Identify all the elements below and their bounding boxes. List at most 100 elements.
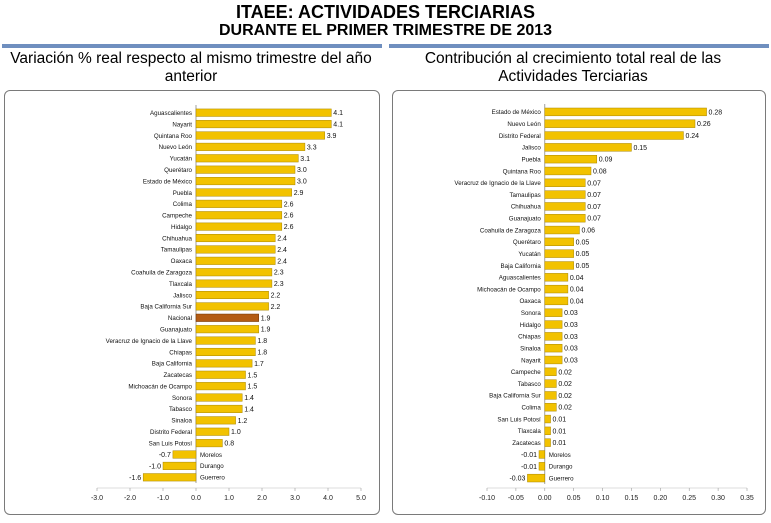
contribution-value-label: 0.08 xyxy=(593,168,607,175)
contribution-value-label: 0.02 xyxy=(558,405,572,412)
variation-bar xyxy=(195,199,283,208)
variation-category-label: Distrito Federal xyxy=(150,429,192,436)
contribution-category-label: Jalisco xyxy=(522,145,541,152)
contribution-bar xyxy=(544,143,632,152)
variation-value-label: 2.4 xyxy=(277,258,287,265)
contribution-bar xyxy=(544,332,563,341)
contribution-value-label: -0.03 xyxy=(509,476,525,483)
variation-category-label: Colima xyxy=(173,201,193,208)
contribution-bar xyxy=(544,178,586,187)
right-chart-title: Contribución al crecimiento total real d… xyxy=(424,50,722,85)
contribution-category-label: Distrito Federal xyxy=(499,133,541,140)
variation-bar xyxy=(195,370,246,379)
contribution-category-label: Quintana Roo xyxy=(503,168,542,175)
variation-bar xyxy=(142,473,197,482)
contribution-bar xyxy=(544,391,557,400)
variation-bar xyxy=(195,120,332,129)
contribution-bar xyxy=(544,284,569,294)
variation-category-label: Tabasco xyxy=(169,406,193,413)
variation-value-label: 3.3 xyxy=(307,144,317,151)
variation-category-label: Sinaloa xyxy=(171,418,192,425)
contribution-category-label: Querétaro xyxy=(513,239,541,246)
variation-tick-label: -2.0 xyxy=(124,495,136,502)
contribution-tick-label: -0.05 xyxy=(508,495,524,502)
variation-category-label: Aguascalientes xyxy=(150,110,192,117)
main-title: ITAEE: ACTIVIDADES TERCIARIAS xyxy=(235,2,535,22)
variation-category-label: Chihuahua xyxy=(162,235,192,242)
variation-tick-label: 4.0 xyxy=(323,495,333,502)
variation-value-label: 3.1 xyxy=(300,156,310,163)
contribution-category-label: Sonora xyxy=(521,310,542,317)
variation-value-label: 2.2 xyxy=(271,304,281,311)
contribution-value-label: 0.03 xyxy=(564,334,578,341)
contribution-value-label: 0.07 xyxy=(587,180,601,187)
variation-value-label: 1.5 xyxy=(248,372,258,379)
variation-value-label: 1.7 xyxy=(254,361,264,368)
contribution-bar xyxy=(544,166,592,176)
variation-category-label: Chiapas xyxy=(169,349,192,356)
contribution-tick-label: 0.00 xyxy=(538,495,552,502)
variation-value-label: 1.9 xyxy=(261,315,271,322)
variation-tick-label: 5.0 xyxy=(356,495,366,502)
contribution-category-label: Tamaulipas xyxy=(509,192,540,199)
variation-category-label: Quintana Roo xyxy=(154,133,193,140)
variation-category-label: Sonora xyxy=(172,395,193,402)
contribution-value-label: 0.03 xyxy=(564,310,578,317)
contribution-bar xyxy=(544,261,574,270)
contribution-bar xyxy=(544,107,707,117)
variation-category-label: Coahuila de Zaragoza xyxy=(131,270,192,277)
contribution-value-label: -0.01 xyxy=(521,464,537,471)
variation-value-label: 2.9 xyxy=(294,190,304,197)
contribution-bar xyxy=(544,296,569,306)
variation-bar xyxy=(195,108,332,117)
contribution-category-label: Tlaxcala xyxy=(518,428,542,435)
contribution-bar xyxy=(544,355,563,365)
contribution-bar xyxy=(544,214,586,223)
contribution-tick-label: 0.35 xyxy=(740,495,754,502)
variation-bar xyxy=(195,234,276,243)
contribution-chart: -0.10 -0.05 0.00 0.05 0.10 0.15 0.20 0.25 0.30 0.… xyxy=(454,104,754,502)
contribution-category-label: Estado de México xyxy=(492,109,542,116)
variation-bar xyxy=(195,211,283,220)
variation-value-label: 1.5 xyxy=(248,384,258,391)
contribution-category-label: Aguascalientes xyxy=(499,275,541,282)
variation-category-label: Nuevo León xyxy=(159,144,193,151)
contribution-bar xyxy=(538,462,546,471)
contribution-category-label: Zacatecas xyxy=(512,440,541,447)
variation-category-label: Hidalgo xyxy=(171,224,193,231)
variation-category-label: Oaxaca xyxy=(171,258,193,265)
variation-value-label: 1.4 xyxy=(244,406,254,413)
left-chart-title: Variación % real respecto al mismo trime… xyxy=(10,50,372,85)
variation-category-label: Campeche xyxy=(162,213,192,220)
contribution-value-label: 0.24 xyxy=(685,133,699,140)
variation-category-label: Veracruz de Ignacio de la Llave xyxy=(106,338,193,345)
contribution-value-label: 0.02 xyxy=(558,381,572,388)
contribution-category-label: Colima xyxy=(522,405,542,412)
variation-bar xyxy=(195,325,259,334)
contribution-value-label: 0.07 xyxy=(587,216,601,223)
variation-value-label: 1.8 xyxy=(257,349,267,356)
contribution-tick-label: 0.25 xyxy=(682,495,696,502)
variation-category-label: Durango xyxy=(200,463,224,470)
contribution-value-label: 0.01 xyxy=(553,440,567,447)
variation-value-label: 0.8 xyxy=(224,441,234,448)
variation-category-label: Michoacán de Ocampo xyxy=(128,383,192,390)
contribution-bar xyxy=(544,249,574,258)
variation-bar xyxy=(195,268,273,277)
variation-tick-label: 1.0 xyxy=(224,495,234,502)
contribution-value-label: 0.01 xyxy=(553,428,567,435)
contribution-bar xyxy=(544,403,557,412)
contribution-category-label: Yucatán xyxy=(518,251,541,258)
contribution-category-label: Oaxaca xyxy=(519,298,541,305)
contribution-value-label: 0.15 xyxy=(633,145,647,152)
variation-bar xyxy=(195,359,253,368)
variation-value-label: -1.6 xyxy=(129,475,141,482)
variation-bar xyxy=(195,290,269,300)
contribution-bar xyxy=(538,450,546,459)
contribution-category-label: Guanajuato xyxy=(509,216,542,223)
variation-category-label: Nayarit xyxy=(172,121,192,128)
variation-value-label: -0.7 xyxy=(159,452,171,459)
variation-value-label: 1.8 xyxy=(257,338,267,345)
main-subtitle: DURANTE EL PRIMER TRIMESTRE DE 2013 xyxy=(218,22,553,39)
contribution-value-label: -0.01 xyxy=(521,452,537,459)
